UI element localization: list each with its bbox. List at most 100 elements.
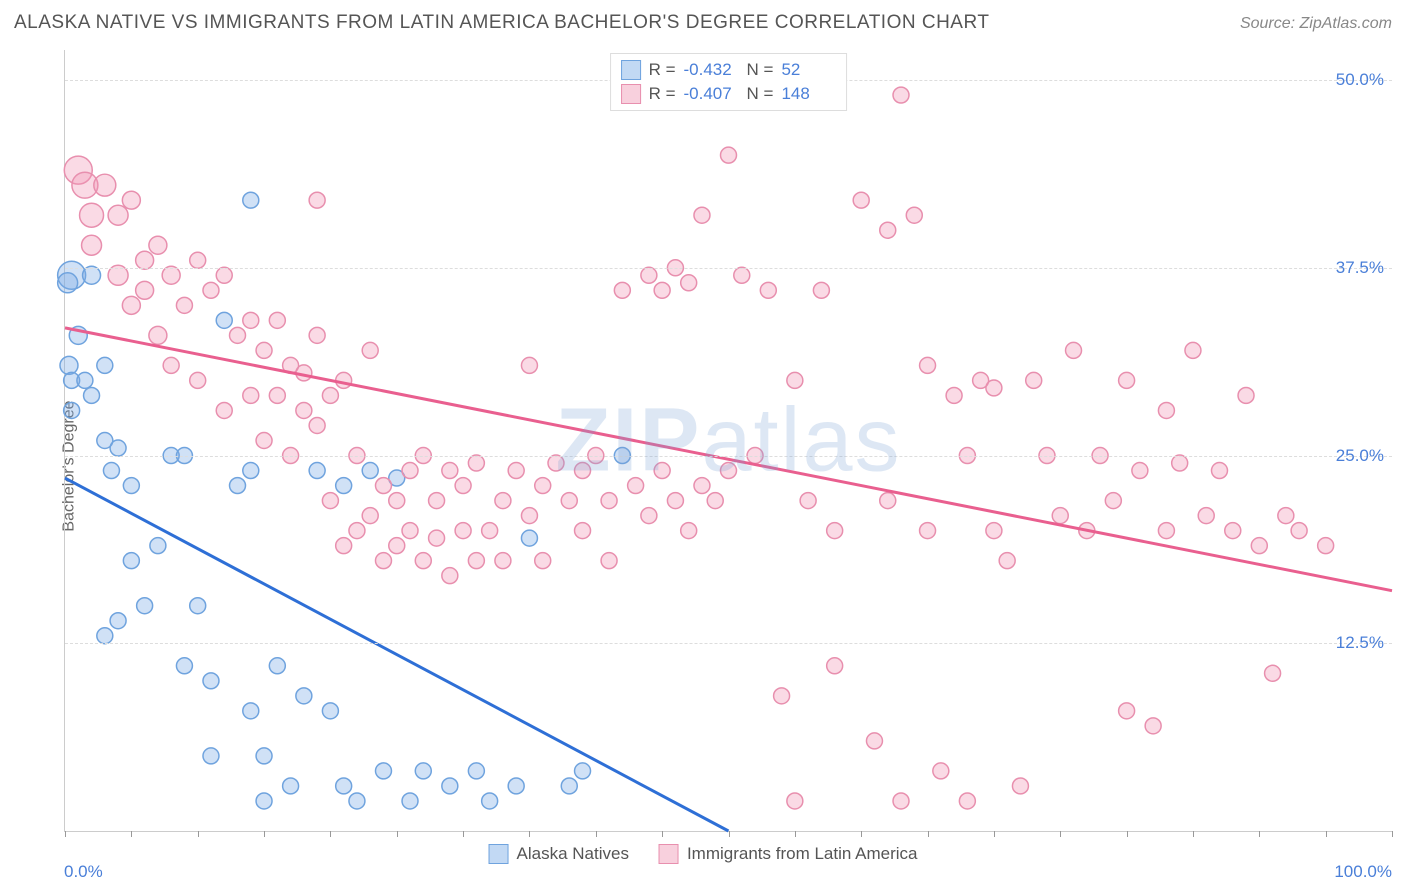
stats-swatch-1	[621, 84, 641, 104]
scatter-point	[150, 538, 166, 554]
scatter-point	[495, 553, 511, 569]
scatter-point	[893, 793, 909, 809]
x-tick	[928, 831, 929, 837]
chart-header: ALASKA NATIVE VS IMMIGRANTS FROM LATIN A…	[14, 12, 1392, 34]
scatter-point	[216, 402, 232, 418]
scatter-point	[103, 463, 119, 479]
scatter-point	[309, 192, 325, 208]
scatter-point	[375, 763, 391, 779]
stat-r-value-0: -0.432	[684, 58, 739, 82]
legend-bottom: Alaska Natives Immigrants from Latin Ame…	[489, 844, 918, 864]
scatter-point	[575, 523, 591, 539]
x-tick	[1326, 831, 1327, 837]
scatter-point	[442, 463, 458, 479]
scatter-point	[322, 493, 338, 509]
scatter-point	[641, 267, 657, 283]
scatter-point	[77, 372, 93, 388]
scatter-point	[122, 191, 140, 209]
scatter-svg	[65, 50, 1392, 831]
scatter-point	[880, 493, 896, 509]
scatter-point	[203, 673, 219, 689]
scatter-point	[535, 478, 551, 494]
scatter-point	[575, 763, 591, 779]
stat-n-value-0: 52	[781, 58, 836, 82]
legend-swatch-0	[489, 844, 509, 864]
legend-swatch-1	[659, 844, 679, 864]
stat-n-label-0: N =	[747, 58, 774, 82]
scatter-point	[628, 478, 644, 494]
scatter-point	[123, 553, 139, 569]
scatter-point	[256, 748, 272, 764]
scatter-point	[999, 553, 1015, 569]
scatter-point	[94, 174, 116, 196]
scatter-point	[402, 523, 418, 539]
scatter-point	[654, 463, 670, 479]
scatter-point	[296, 402, 312, 418]
scatter-point	[429, 493, 445, 509]
scatter-point	[535, 553, 551, 569]
scatter-point	[83, 266, 101, 284]
scatter-point	[641, 508, 657, 524]
scatter-point	[654, 282, 670, 298]
scatter-point	[163, 357, 179, 373]
scatter-point	[707, 493, 723, 509]
scatter-point	[468, 763, 484, 779]
scatter-point	[893, 87, 909, 103]
scatter-point	[601, 493, 617, 509]
scatter-point	[959, 793, 975, 809]
scatter-point	[190, 252, 206, 268]
legend-label-1: Immigrants from Latin America	[687, 844, 918, 864]
x-tick	[529, 831, 530, 837]
scatter-point	[203, 748, 219, 764]
scatter-point	[800, 493, 816, 509]
scatter-point	[442, 778, 458, 794]
scatter-point	[495, 493, 511, 509]
scatter-point	[203, 282, 219, 298]
scatter-point	[283, 778, 299, 794]
scatter-point	[243, 463, 259, 479]
scatter-point	[694, 478, 710, 494]
scatter-point	[521, 357, 537, 373]
scatter-point	[508, 463, 524, 479]
legend-item-0: Alaska Natives	[489, 844, 629, 864]
x-tick	[1392, 831, 1393, 837]
x-min-label: 0.0%	[64, 862, 103, 882]
legend-label-0: Alaska Natives	[517, 844, 629, 864]
scatter-point	[243, 703, 259, 719]
x-tick	[596, 831, 597, 837]
scatter-point	[97, 628, 113, 644]
scatter-point	[521, 530, 537, 546]
scatter-point	[349, 523, 365, 539]
scatter-point	[362, 508, 378, 524]
scatter-point	[1251, 538, 1267, 554]
scatter-point	[468, 455, 484, 471]
scatter-point	[1105, 493, 1121, 509]
scatter-point	[269, 387, 285, 403]
scatter-point	[1265, 665, 1281, 681]
scatter-point	[336, 538, 352, 554]
scatter-point	[309, 417, 325, 433]
scatter-point	[256, 793, 272, 809]
scatter-point	[336, 778, 352, 794]
scatter-point	[415, 553, 431, 569]
scatter-point	[1066, 342, 1082, 358]
scatter-point	[1052, 508, 1068, 524]
scatter-point	[1012, 778, 1028, 794]
scatter-point	[322, 387, 338, 403]
scatter-point	[575, 463, 591, 479]
x-tick	[264, 831, 265, 837]
scatter-point	[1278, 508, 1294, 524]
scatter-point	[375, 478, 391, 494]
scatter-point	[256, 433, 272, 449]
scatter-point	[760, 282, 776, 298]
scatter-point	[787, 372, 803, 388]
scatter-point	[309, 327, 325, 343]
stats-row-1: R = -0.407 N = 148	[621, 82, 837, 106]
stats-swatch-0	[621, 60, 641, 80]
scatter-point	[880, 222, 896, 238]
x-tick	[65, 831, 66, 837]
stat-r-label-0: R =	[649, 58, 676, 82]
scatter-point	[58, 273, 78, 293]
scatter-point	[548, 455, 564, 471]
scatter-point	[455, 523, 471, 539]
